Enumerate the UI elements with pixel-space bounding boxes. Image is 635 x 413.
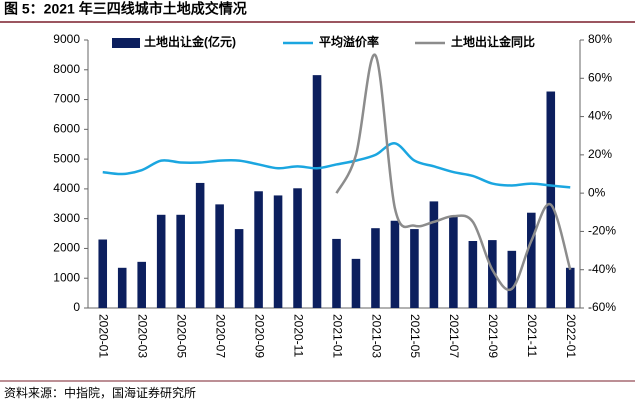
x-tick-label: 2021-07 [447,314,461,358]
bar [410,229,419,308]
y-tick-label: 2000 [53,241,80,255]
x-tick-label: 2021-01 [330,314,344,358]
x-tick-label: 2020-03 [136,314,150,358]
y2-tick-label: 80% [588,32,612,46]
bar [429,201,439,308]
x-tick-label: 2021-11 [525,314,539,357]
y-tick-label: 0 [73,300,80,314]
x-tick-label: 2020-11 [291,314,305,357]
x-tick-label: 2020-01 [97,314,111,358]
chart-title: 图 5：2021 年三四线城市土地成交情况 [4,1,247,17]
y2-tick-label: 20% [588,147,612,161]
legend-swatch [112,38,140,48]
y-tick-label: 8000 [53,62,80,76]
x-tick-label: 2021-05 [408,314,422,358]
bar [273,195,283,308]
bar [98,239,108,308]
y-tick-label: 7000 [53,92,80,106]
y-tick-label: 4000 [53,181,80,195]
y2-tick-label: -20% [588,224,616,238]
bar [507,250,517,308]
bar [117,267,127,308]
x-tick-label: 2020-05 [174,314,188,358]
x-tick-label: 2021-09 [486,314,500,358]
y-tick-label: 9000 [53,32,80,46]
x-tick-label: 2020-09 [252,314,266,358]
source: 资料来源：中指院，国海证券研究所 [4,385,196,400]
bar [527,212,536,308]
bar [371,228,380,308]
bar [351,258,361,308]
bar [488,240,497,308]
legend-label: 土地出让金(亿元) [144,34,236,49]
bar [546,91,556,308]
y2-tick-label: 40% [588,109,612,123]
bar [332,238,341,308]
bar [293,188,302,308]
bar [254,191,263,308]
bar [176,214,185,308]
y2-tick-label: 60% [588,70,612,84]
line [102,142,571,189]
y-tick-label: 1000 [53,270,80,284]
bar [449,215,458,308]
y2-tick-label: 0% [588,185,606,199]
bar [312,75,322,308]
y-tick-label: 5000 [53,151,80,165]
legend-label: 土地出让金同比 [451,34,535,49]
bar [156,214,166,308]
bar [137,261,146,308]
x-tick-label: 2022-01 [564,314,578,358]
bar [468,241,478,308]
x-tick-label: 2020-07 [213,314,227,358]
bar [565,267,575,308]
y2-tick-label: -40% [588,262,616,276]
y2-tick-label: -60% [588,300,616,314]
bar [234,229,244,308]
x-tick-label: 2021-03 [369,314,383,358]
y-tick-label: 3000 [53,211,80,225]
y-tick-label: 6000 [53,122,80,136]
bar [215,204,224,308]
bar [195,182,205,308]
line [335,53,572,292]
legend-label: 平均溢价率 [319,34,379,49]
bar [390,220,400,308]
